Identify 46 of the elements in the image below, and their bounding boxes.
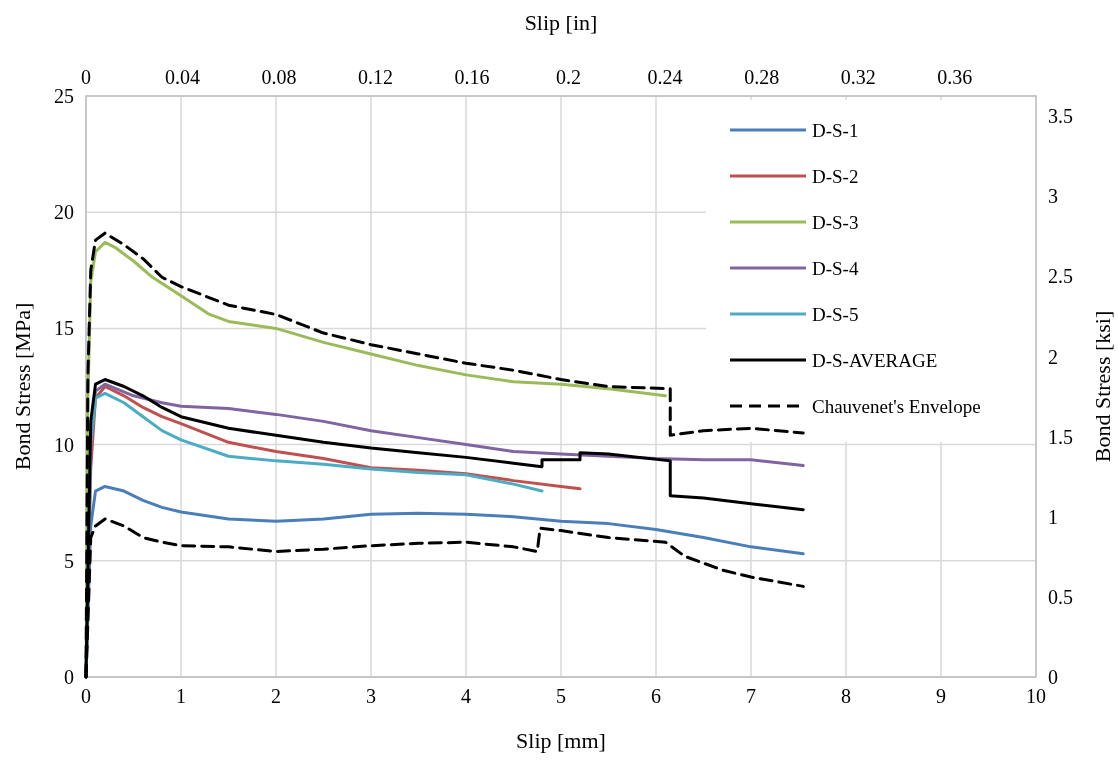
x2-tick-label: 0.32 (840, 66, 876, 88)
x2-tick-label: 0.16 (454, 66, 490, 88)
x2-axis-title: Slip [in] (524, 10, 598, 35)
x-axis-title: Slip [mm] (516, 728, 606, 753)
legend-label: D-S-3 (812, 212, 859, 233)
y2-tick-label: 0.5 (1048, 585, 1073, 608)
y2-tick-label: 2.5 (1048, 265, 1073, 288)
y2-axis-title: Bond Stress [ksi] (1090, 310, 1115, 463)
x2-tick-label: 0.28 (744, 66, 780, 88)
x2-tick-label: 0.08 (261, 66, 297, 88)
x-tick-label: 2 (271, 685, 281, 707)
x-tick-label: 1 (176, 685, 186, 707)
x-tick-label: 4 (461, 685, 471, 707)
y-tick-label: 10 (54, 433, 74, 456)
x-tick-label: 10 (1026, 685, 1046, 707)
y-tick-label: 5 (64, 549, 74, 572)
legend-label: D-S-4 (812, 258, 859, 279)
x-tick-label: 8 (841, 685, 851, 707)
x2-tick-label: 0.24 (647, 66, 683, 88)
y2-tick-label: 3.5 (1048, 105, 1073, 128)
x-tick-label: 5 (556, 685, 566, 707)
y-tick-label: 15 (54, 317, 74, 340)
legend-label: D-S-AVERAGE (812, 350, 938, 371)
y2-tick-label: 3 (1048, 185, 1058, 208)
x-tick-label: 0 (81, 685, 91, 707)
y2-tick-label: 1 (1048, 505, 1058, 528)
x2-tick-label: 0.04 (165, 66, 201, 88)
legend-label: Chauvenet's Envelope (812, 396, 981, 417)
y2-tick-label: 2 (1048, 345, 1058, 368)
x2-tick-label: 0.2 (556, 66, 582, 88)
legend-label: D-S-2 (812, 166, 859, 187)
x-tick-label: 3 (366, 685, 376, 707)
y2-tick-label: 0 (1048, 666, 1058, 688)
y-tick-label: 0 (64, 666, 74, 688)
x2-tick-label: 0 (81, 66, 91, 88)
x-tick-label: 7 (746, 685, 756, 707)
x2-tick-label: 0.12 (358, 66, 394, 88)
y2-tick-label: 1.5 (1048, 425, 1073, 448)
y-axis-title: Bond Stress [MPa] (10, 302, 35, 471)
x-tick-label: 9 (936, 685, 946, 707)
y-tick-label: 25 (54, 85, 74, 107)
y-tick-label: 20 (54, 201, 74, 224)
x2-tick-label: 0.36 (937, 66, 973, 88)
legend-label: D-S-5 (812, 304, 859, 325)
x-tick-label: 6 (651, 685, 661, 707)
legend-label: D-S-1 (812, 120, 859, 141)
